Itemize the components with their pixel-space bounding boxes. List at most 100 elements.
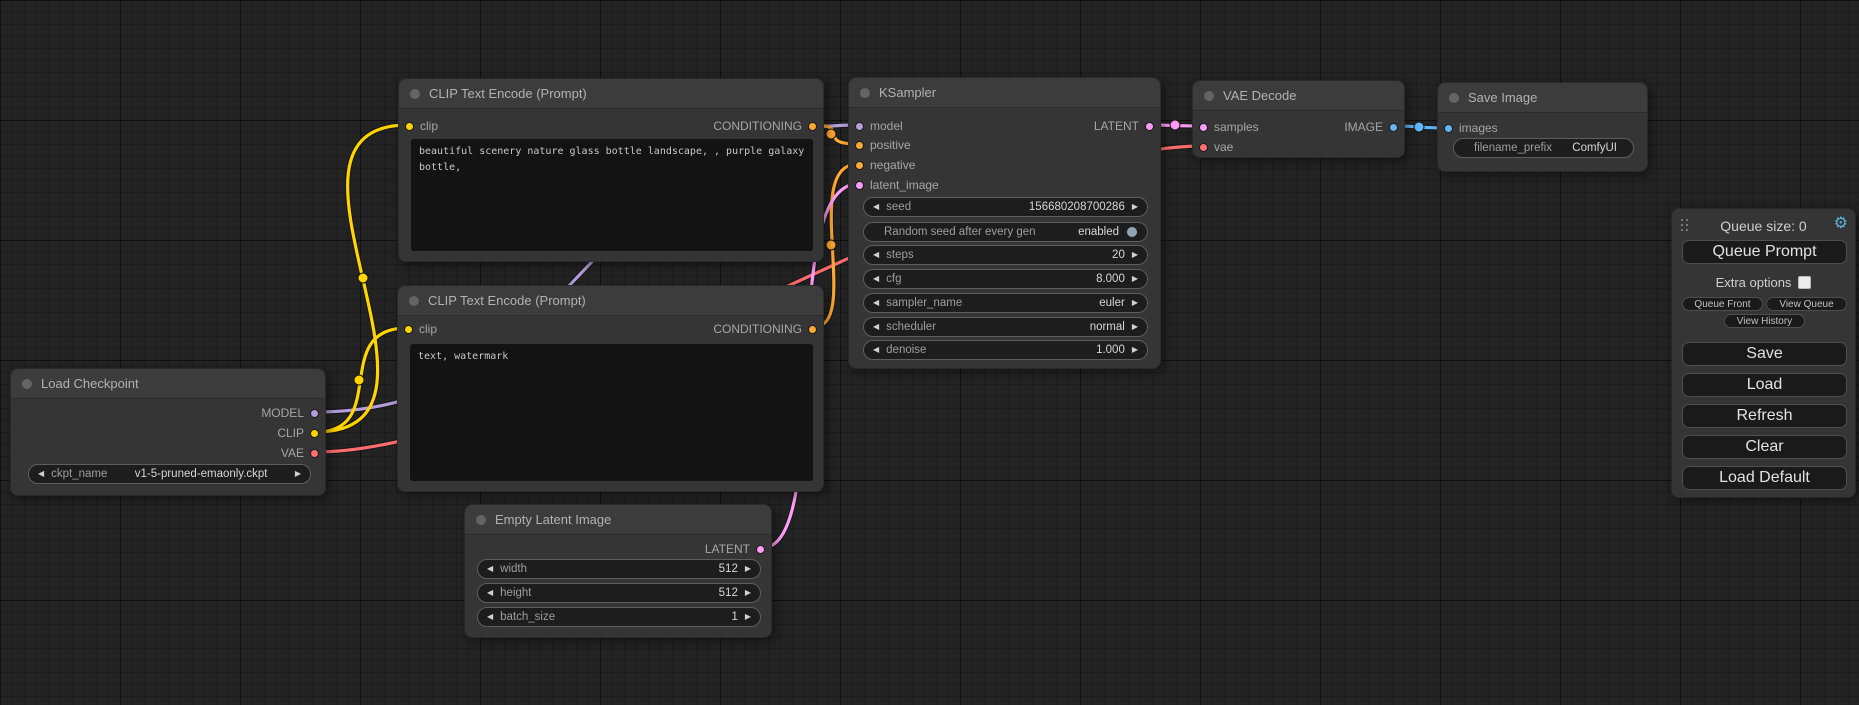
extra-options-checkbox[interactable] bbox=[1798, 276, 1812, 289]
input-slot-images[interactable]: images bbox=[1444, 120, 1498, 136]
right-arrow-icon[interactable]: ▶ bbox=[744, 564, 751, 573]
node-vae-decode[interactable]: VAE Decode samples IMAGE vae bbox=[1192, 80, 1405, 158]
ckpt-name-widget[interactable]: ◀ ckpt_name v1-5-pruned-emaonly.ckpt ▶ bbox=[28, 464, 311, 484]
node-title-bar[interactable]: CLIP Text Encode (Prompt) bbox=[399, 79, 823, 109]
output-slot-image[interactable]: IMAGE bbox=[1344, 119, 1398, 135]
node-title-bar[interactable]: CLIP Text Encode (Prompt) bbox=[398, 286, 823, 316]
left-arrow-icon[interactable]: ◀ bbox=[873, 202, 880, 211]
slot-dot-latent-icon[interactable] bbox=[756, 544, 765, 554]
slot-dot-clip-icon[interactable] bbox=[405, 121, 414, 131]
input-slot-negative[interactable]: negative bbox=[855, 157, 915, 173]
output-slot-conditioning[interactable]: CONDITIONING bbox=[713, 321, 817, 337]
refresh-button[interactable]: Refresh bbox=[1682, 404, 1847, 428]
output-slot-vae[interactable]: VAE bbox=[281, 445, 319, 461]
slot-dot-model-icon[interactable] bbox=[310, 408, 319, 418]
batch-size-widget[interactable]: ◀ batch_size 1 ▶ bbox=[477, 607, 761, 627]
left-arrow-icon[interactable]: ◀ bbox=[487, 564, 494, 573]
random-seed-toggle-widget[interactable]: Random seed after every gen enabled bbox=[863, 222, 1148, 242]
right-arrow-icon[interactable]: ▶ bbox=[744, 588, 751, 597]
left-arrow-icon[interactable]: ◀ bbox=[487, 612, 494, 621]
slot-dot-image-icon[interactable] bbox=[1444, 123, 1453, 133]
node-save-image[interactable]: Save Image images filename_prefix ComfyU… bbox=[1437, 82, 1648, 172]
slot-dot-latent-icon[interactable] bbox=[1145, 121, 1154, 131]
input-slot-model[interactable]: model bbox=[855, 118, 903, 134]
steps-widget[interactable]: ◀ steps 20 ▶ bbox=[863, 245, 1148, 265]
node-title-bar[interactable]: Empty Latent Image bbox=[465, 505, 771, 535]
input-slot-clip[interactable]: clip bbox=[405, 118, 438, 134]
collapse-dot-icon[interactable] bbox=[22, 379, 32, 389]
node-title-bar[interactable]: KSampler bbox=[849, 78, 1160, 108]
save-button[interactable]: Save bbox=[1682, 342, 1847, 366]
node-clip-text-encode-positive[interactable]: CLIP Text Encode (Prompt) clip CONDITION… bbox=[398, 78, 824, 262]
input-slot-vae[interactable]: vae bbox=[1199, 139, 1233, 155]
left-arrow-icon[interactable]: ◀ bbox=[873, 322, 880, 331]
clear-button[interactable]: Clear bbox=[1682, 435, 1847, 459]
queue-prompt-button[interactable]: Queue Prompt bbox=[1682, 240, 1847, 264]
drag-handle-icon[interactable] bbox=[1681, 219, 1690, 233]
right-arrow-icon[interactable]: ▶ bbox=[1131, 274, 1138, 283]
slot-dot-conditioning-icon[interactable] bbox=[855, 140, 864, 150]
right-arrow-icon[interactable]: ▶ bbox=[1131, 250, 1138, 259]
prompt-textarea[interactable]: beautiful scenery nature glass bottle la… bbox=[411, 139, 813, 251]
slot-dot-latent-icon[interactable] bbox=[855, 180, 864, 190]
slot-dot-vae-icon[interactable] bbox=[310, 448, 319, 458]
input-slot-positive[interactable]: positive bbox=[855, 137, 911, 153]
slot-dot-clip-icon[interactable] bbox=[310, 428, 319, 438]
right-arrow-icon[interactable]: ▶ bbox=[1131, 202, 1138, 211]
collapse-dot-icon[interactable] bbox=[1449, 93, 1459, 103]
view-queue-button[interactable]: View Queue bbox=[1766, 297, 1847, 311]
slot-dot-latent-icon[interactable] bbox=[1199, 122, 1208, 132]
collapse-dot-icon[interactable] bbox=[1204, 91, 1214, 101]
collapse-dot-icon[interactable] bbox=[410, 89, 420, 99]
slot-dot-conditioning-icon[interactable] bbox=[855, 160, 864, 170]
width-widget[interactable]: ◀ width 512 ▶ bbox=[477, 559, 761, 579]
left-arrow-icon[interactable]: ◀ bbox=[873, 298, 880, 307]
node-title-bar[interactable]: Load Checkpoint bbox=[11, 369, 325, 399]
prompt-textarea[interactable]: text, watermark bbox=[410, 344, 813, 481]
height-widget[interactable]: ◀ height 512 ▶ bbox=[477, 583, 761, 603]
denoise-widget[interactable]: ◀ denoise 1.000 ▶ bbox=[863, 340, 1148, 360]
slot-dot-image-icon[interactable] bbox=[1389, 122, 1398, 132]
slot-dot-conditioning-icon[interactable] bbox=[808, 121, 817, 131]
collapse-dot-icon[interactable] bbox=[409, 296, 419, 306]
left-arrow-icon[interactable]: ◀ bbox=[873, 345, 880, 354]
left-arrow-icon[interactable]: ◀ bbox=[873, 250, 880, 259]
filename-prefix-widget[interactable]: filename_prefix ComfyUI bbox=[1453, 138, 1634, 158]
load-button[interactable]: Load bbox=[1682, 373, 1847, 397]
node-ksampler[interactable]: KSampler model LATENT positive negative … bbox=[848, 77, 1161, 369]
slot-dot-model-icon[interactable] bbox=[855, 121, 864, 131]
scheduler-widget[interactable]: ◀ scheduler normal ▶ bbox=[863, 317, 1148, 337]
collapse-dot-icon[interactable] bbox=[476, 515, 486, 525]
slot-dot-conditioning-icon[interactable] bbox=[808, 324, 817, 334]
left-arrow-icon[interactable]: ◀ bbox=[487, 588, 494, 597]
toggle-enabled-icon[interactable] bbox=[1126, 226, 1138, 238]
cfg-widget[interactable]: ◀ cfg 8.000 ▶ bbox=[863, 269, 1148, 289]
node-empty-latent-image[interactable]: Empty Latent Image LATENT ◀ width 512 ▶ … bbox=[464, 504, 772, 638]
gear-icon[interactable]: ⚙ bbox=[1833, 215, 1848, 232]
node-title-bar[interactable]: VAE Decode bbox=[1193, 81, 1404, 111]
right-arrow-icon[interactable]: ▶ bbox=[1131, 298, 1138, 307]
right-arrow-icon[interactable]: ▶ bbox=[294, 469, 301, 478]
input-slot-clip[interactable]: clip bbox=[404, 321, 437, 337]
queue-front-button[interactable]: Queue Front bbox=[1682, 297, 1763, 311]
seed-widget[interactable]: ◀ seed 156680208700286 ▶ bbox=[863, 197, 1148, 217]
slot-dot-vae-icon[interactable] bbox=[1199, 142, 1208, 152]
output-slot-clip[interactable]: CLIP bbox=[277, 425, 319, 441]
right-arrow-icon[interactable]: ▶ bbox=[1131, 345, 1138, 354]
slot-dot-clip-icon[interactable] bbox=[404, 324, 413, 334]
node-clip-text-encode-negative[interactable]: CLIP Text Encode (Prompt) clip CONDITION… bbox=[397, 285, 824, 492]
right-arrow-icon[interactable]: ▶ bbox=[744, 612, 751, 621]
input-slot-latent-image[interactable]: latent_image bbox=[855, 177, 939, 193]
left-arrow-icon[interactable]: ◀ bbox=[873, 274, 880, 283]
output-slot-latent[interactable]: LATENT bbox=[705, 541, 765, 557]
left-arrow-icon[interactable]: ◀ bbox=[38, 469, 45, 478]
output-slot-conditioning[interactable]: CONDITIONING bbox=[713, 118, 817, 134]
output-slot-model[interactable]: MODEL bbox=[261, 405, 319, 421]
collapse-dot-icon[interactable] bbox=[860, 88, 870, 98]
input-slot-samples[interactable]: samples bbox=[1199, 119, 1259, 135]
load-default-button[interactable]: Load Default bbox=[1682, 466, 1847, 490]
view-history-button[interactable]: View History bbox=[1724, 314, 1805, 328]
sampler-name-widget[interactable]: ◀ sampler_name euler ▶ bbox=[863, 293, 1148, 313]
node-title-bar[interactable]: Save Image bbox=[1438, 83, 1647, 113]
